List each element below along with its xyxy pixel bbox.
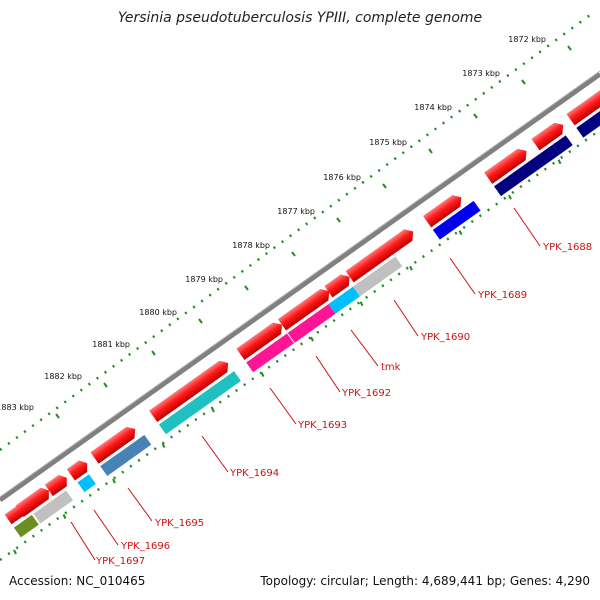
kbp-tick-label: 1872 kbp xyxy=(508,35,546,44)
cds-arrow xyxy=(66,460,88,481)
cds-arrow xyxy=(531,122,564,151)
backbone-highlight xyxy=(0,70,600,498)
accession-text: Accession: NC_010465 xyxy=(9,574,146,588)
kbp-tick-label: 1874 kbp xyxy=(414,103,452,112)
kbp-tick-mark xyxy=(336,217,341,223)
inner-tick-mark xyxy=(260,372,265,378)
kbp-tick-label: 1877 kbp xyxy=(277,207,315,216)
cds-arrow xyxy=(345,229,414,283)
gene-label: YPK_1688 xyxy=(542,242,592,253)
cds-arrow xyxy=(566,73,600,126)
feature-lanes xyxy=(4,73,600,538)
inner-tick-mark xyxy=(13,549,17,555)
kbp-tick-label: 1883 kbp xyxy=(0,403,34,412)
gene-label: YPK_1695 xyxy=(154,518,204,529)
cds-arrow xyxy=(484,148,527,184)
cds-lane xyxy=(4,73,600,525)
kbp-tick-mark xyxy=(473,113,478,119)
cog-bar xyxy=(328,286,360,314)
gene-label: YPK_1690 xyxy=(420,332,470,343)
kbp-tick-label: 1873 kbp xyxy=(462,69,500,78)
cog-lane xyxy=(13,110,600,538)
cds-arrow xyxy=(236,322,282,361)
cog-bar xyxy=(158,371,241,435)
outer-tick-ring xyxy=(0,13,591,452)
genome-backbone xyxy=(0,71,600,503)
inner-tick-mark xyxy=(557,159,562,165)
gene-label: YPK_1697 xyxy=(95,556,145,567)
cog-bar xyxy=(13,514,39,538)
gene-label: YPK_1692 xyxy=(341,388,391,399)
kbp-tick-label: 1875 kbp xyxy=(369,138,407,147)
cds-arrow xyxy=(277,288,330,331)
gene-leader-line xyxy=(93,509,119,546)
cds-arrow xyxy=(15,487,49,518)
cog-bar xyxy=(494,144,560,197)
gene-leader-line xyxy=(127,487,153,522)
kbp-tick-mark xyxy=(291,251,296,257)
topology-text: Topology: circular; Length: 4,689,441 bp… xyxy=(260,574,590,588)
gene-label: YPK_1689 xyxy=(477,290,527,301)
kbp-tick-label: 1878 kbp xyxy=(232,241,270,250)
cog-bar xyxy=(77,474,96,493)
gene-label: YPK_1696 xyxy=(120,541,170,552)
inner-tick-mark xyxy=(161,443,166,448)
inner-tick-mark xyxy=(409,265,413,271)
gene-leader-line xyxy=(393,299,419,337)
kbp-tick-mark xyxy=(151,350,156,356)
gene-label: tmk xyxy=(381,362,401,373)
kbp-tick-mark xyxy=(567,45,572,51)
inner-dotted-ring xyxy=(0,128,600,562)
kbp-tick-label: 1880 kbp xyxy=(139,308,177,317)
kbp-tick-label: 1879 kbp xyxy=(185,275,223,284)
gene-leader-line xyxy=(315,355,341,393)
inner-tick-mark xyxy=(508,194,512,200)
cds-arrow xyxy=(149,360,229,423)
kbp-tick-mark xyxy=(198,318,203,324)
inner-tick-mark xyxy=(458,230,463,236)
kbp-tick-label: 1876 kbp xyxy=(323,173,361,182)
gene-label: YPK_1694 xyxy=(229,468,279,479)
cog-bar xyxy=(352,256,403,297)
cog-bar xyxy=(432,200,481,240)
cog-bar xyxy=(100,434,152,476)
inner-tick-mark xyxy=(359,301,364,307)
kbp-tick-mark xyxy=(55,413,60,419)
gene-leader-line xyxy=(201,435,229,473)
gene-label: YPK_1693 xyxy=(297,420,347,431)
inner-tick-mark xyxy=(211,407,215,413)
map-title: Yersinia pseudotuberculosis YPIII, compl… xyxy=(117,10,483,26)
gene-leader-line xyxy=(350,329,379,367)
kbp-tick-label: 1881 kbp xyxy=(92,340,130,349)
cog-bar xyxy=(246,333,294,373)
kbp-tick-mark xyxy=(382,183,387,189)
gene-leader-line xyxy=(449,257,476,295)
kbp-tick-mark xyxy=(428,148,433,154)
gene-leader-line xyxy=(70,521,96,561)
cog-bar xyxy=(552,135,573,155)
tick-labels: 1872 kbp 1873 kbp 1874 kbp 1875 kbp 1876 kbp… xyxy=(0,35,546,412)
cds-arrow xyxy=(44,474,67,497)
kbp-tick-mark xyxy=(103,382,108,388)
kbp-tick-mark xyxy=(244,285,249,291)
gene-leader-line xyxy=(269,387,297,425)
cds-arrow xyxy=(423,195,462,228)
cds-arrow xyxy=(324,274,350,298)
gene-leader-line xyxy=(513,207,541,247)
inner-tick-mark xyxy=(310,336,314,342)
inner-ticks xyxy=(13,159,562,555)
tick-marks xyxy=(55,45,572,419)
cds-arrow xyxy=(90,426,136,464)
cog-bar xyxy=(287,303,336,343)
cog-bar xyxy=(33,490,74,524)
inner-tick-mark xyxy=(62,514,67,519)
inner-tick-mark xyxy=(112,478,116,484)
kbp-tick-label: 1882 kbp xyxy=(44,372,82,381)
kbp-tick-mark xyxy=(521,79,526,85)
